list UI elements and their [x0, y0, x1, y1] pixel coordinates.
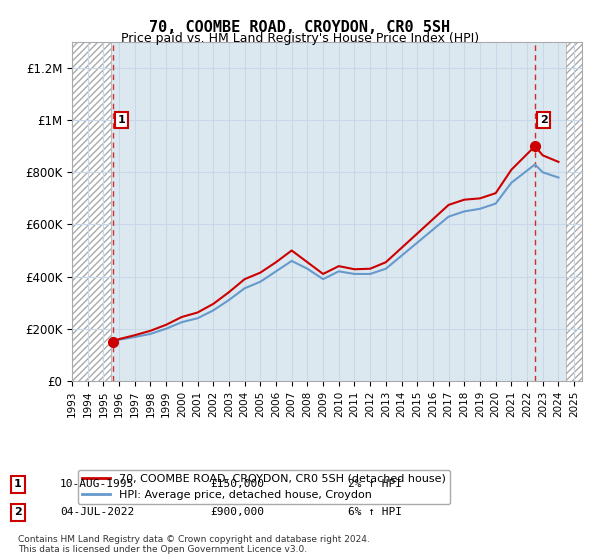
Text: 10-AUG-1995: 10-AUG-1995 — [60, 479, 134, 489]
Text: 70, COOMBE ROAD, CROYDON, CR0 5SH: 70, COOMBE ROAD, CROYDON, CR0 5SH — [149, 20, 451, 35]
Text: 2% ↑ HPI: 2% ↑ HPI — [348, 479, 402, 489]
Bar — [566, 42, 582, 381]
Bar — [566, 42, 582, 381]
Text: 2: 2 — [14, 507, 22, 517]
Text: 2: 2 — [539, 115, 547, 125]
Bar — [72, 42, 111, 381]
Text: Price paid vs. HM Land Registry's House Price Index (HPI): Price paid vs. HM Land Registry's House … — [121, 32, 479, 45]
Text: 1: 1 — [118, 115, 125, 125]
Text: Contains HM Land Registry data © Crown copyright and database right 2024.
This d: Contains HM Land Registry data © Crown c… — [18, 535, 370, 554]
Bar — [72, 42, 111, 381]
Text: 1: 1 — [14, 479, 22, 489]
Text: 04-JUL-2022: 04-JUL-2022 — [60, 507, 134, 517]
Text: £150,000: £150,000 — [210, 479, 264, 489]
Text: 6% ↑ HPI: 6% ↑ HPI — [348, 507, 402, 517]
Text: £900,000: £900,000 — [210, 507, 264, 517]
Legend: 70, COOMBE ROAD, CROYDON, CR0 5SH (detached house), HPI: Average price, detached: 70, COOMBE ROAD, CROYDON, CR0 5SH (detac… — [77, 469, 450, 504]
